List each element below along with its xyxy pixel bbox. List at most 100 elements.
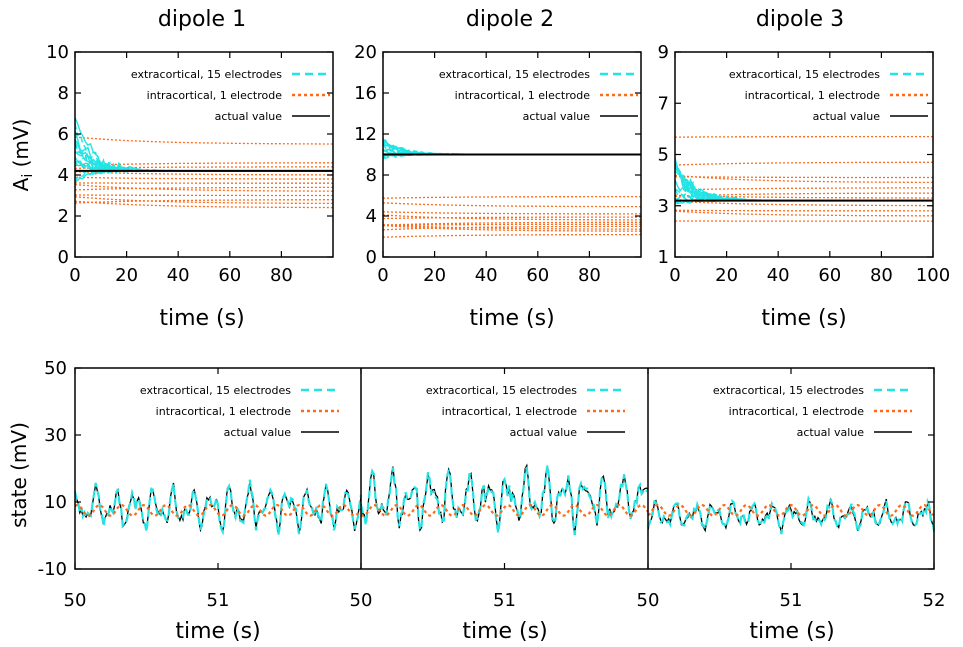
x-tick-label: 60 <box>818 265 841 286</box>
segment-1-legend-extra-label: extracortical, 15 electrodes <box>140 384 291 397</box>
y-tick-label: -10 <box>38 559 67 580</box>
top-y-axis-label-main: A <box>9 177 33 191</box>
segment-2-legend-actual-label: actual value <box>510 426 578 439</box>
x-tick-label: 50 <box>64 590 87 611</box>
intra-curve <box>674 194 933 199</box>
y-tick-label: 4 <box>58 165 69 186</box>
y-tick-label: 0 <box>366 247 377 268</box>
intra-curve <box>382 211 641 215</box>
intra-curve <box>674 200 933 207</box>
y-tick-label: 16 <box>354 83 377 104</box>
x-tick-label: 40 <box>167 265 190 286</box>
x-tick-label: 0 <box>69 265 80 286</box>
y-tick-label: 2 <box>58 206 69 227</box>
panel-3-title: dipole 3 <box>756 7 844 32</box>
bottom-panel: extracortical, 15 electrodes intracortica… <box>38 358 946 611</box>
intra-curve <box>675 135 933 138</box>
panel-3-legend-intra-label: intracortical, 1 electrode <box>745 89 881 102</box>
panel-1-legend-actual-label: actual value <box>215 110 283 123</box>
intra-curve <box>382 202 641 208</box>
intra-curve <box>674 210 933 217</box>
top-y-axis-label-sub: i <box>20 174 36 178</box>
x-tick-label: 0 <box>669 265 680 286</box>
panel-2: 0 4 8 12 16 20 0 20 40 60 80 extracortical, 15 elec… <box>354 42 642 286</box>
x-tick-label: 51 <box>493 590 516 611</box>
intra-curve <box>382 214 641 221</box>
x-tick-label: 0 <box>377 265 388 286</box>
extra-curve <box>74 170 333 184</box>
axes-frame <box>382 51 642 258</box>
panel-2-title: dipole 2 <box>466 7 554 32</box>
intra-curve <box>74 196 333 205</box>
intra-curve <box>674 161 933 166</box>
x-tick-label: 20 <box>423 265 446 286</box>
intra-curve <box>74 162 333 167</box>
y-tick-label: 30 <box>44 425 67 446</box>
panel-1-legend-extra-label: extracortical, 15 electrodes <box>131 68 282 81</box>
intra-curve <box>674 209 933 212</box>
panel-1: 0 2 4 6 8 10 0 20 40 60 80 extracortical, 15 electr… <box>46 42 334 286</box>
y-tick-label: 10 <box>46 42 69 63</box>
extra-curve <box>382 141 641 156</box>
panel-1-title: dipole 1 <box>158 7 246 32</box>
state-intra-series <box>360 503 649 517</box>
y-tick-label: 12 <box>354 124 377 145</box>
x-tick-label: 40 <box>767 265 790 286</box>
x-tick-label: 80 <box>270 265 293 286</box>
intra-curve <box>74 176 333 180</box>
bottom-x-label-1: time (s) <box>175 619 260 644</box>
y-tick-label: 6 <box>58 124 69 145</box>
x-tick-label: 60 <box>526 265 549 286</box>
panel-1-legend-intra-label: intracortical, 1 electrode <box>147 89 283 102</box>
y-tick-label: 50 <box>44 358 67 379</box>
intra-curve <box>382 225 641 231</box>
extra-curve <box>74 170 333 182</box>
x-tick-label: 51 <box>780 590 803 611</box>
x-tick-label: 52 <box>923 590 946 611</box>
y-tick-label: 8 <box>58 83 69 104</box>
intra-curve <box>382 233 642 238</box>
intra-curve <box>382 216 641 220</box>
y-tick-label: 7 <box>658 93 669 114</box>
extra-curve <box>674 166 933 202</box>
state-intra-series <box>74 503 362 517</box>
intra-curve <box>674 187 933 191</box>
y-tick-label: 3 <box>658 196 669 217</box>
intra-curve <box>74 183 334 192</box>
bottom-y-axis-label: state (mV) <box>7 422 31 528</box>
y-tick-label: 4 <box>366 206 377 227</box>
bottom-x-label-3: time (s) <box>749 619 834 644</box>
intra-curve <box>74 136 333 145</box>
state-extra-series <box>646 494 936 535</box>
intra-curve <box>74 166 333 169</box>
top-y-axis-label: Ai (mV) <box>9 119 36 192</box>
segment-3-legend-extra-label: extracortical, 15 electrodes <box>713 384 864 397</box>
x-tick-label: 51 <box>207 590 230 611</box>
intra-curve <box>74 200 334 209</box>
x-tick-label: 60 <box>218 265 241 286</box>
segment-2-legend-intra-label: intracortical, 1 electrode <box>442 405 578 418</box>
axes-frame <box>74 51 334 258</box>
intra-curve <box>674 174 933 184</box>
panel-2-legend-extra-label: extracortical, 15 electrodes <box>439 68 590 81</box>
intra-curve <box>382 224 642 232</box>
intra-curve <box>74 199 333 204</box>
y-tick-label: 8 <box>366 165 377 186</box>
intra-curve <box>74 171 333 176</box>
state-extra-series <box>73 479 363 536</box>
panel-3-legend-extra-label: extracortical, 15 electrodes <box>729 68 880 81</box>
intra-curve <box>674 176 933 179</box>
segment-3-legend-intra-label: intracortical, 1 electrode <box>729 405 865 418</box>
x-tick-label: 50 <box>637 590 660 611</box>
state-extra-series <box>359 465 649 536</box>
y-tick-label: 5 <box>658 145 669 166</box>
segment-1-legend-actual-label: actual value <box>224 426 292 439</box>
x-tick-label: 50 <box>350 590 373 611</box>
axes-frame <box>674 51 934 258</box>
x-tick-label: 80 <box>578 265 601 286</box>
intra-curve <box>382 195 641 199</box>
bottom-x-label-2: time (s) <box>462 619 547 644</box>
segment-3-legend-actual-label: actual value <box>797 426 865 439</box>
x-tick-label: 20 <box>715 265 738 286</box>
